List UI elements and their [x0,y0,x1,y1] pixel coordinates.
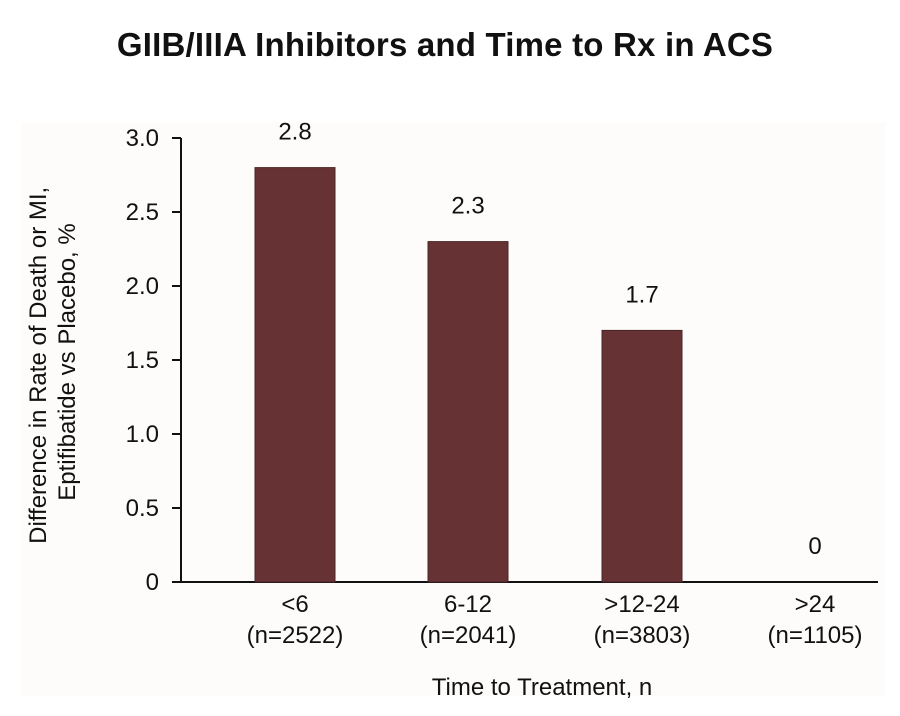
x-category-count-label: (n=1105) [768,622,863,649]
y-axis-title-line-2: Eptifibatide vs Placebo, % [54,223,81,501]
labels: 3.0 2.5 2.0 1.5 1.0 0.5 0 2.8 <6 (n=2522) 2.3 6-12 (… [126,119,863,649]
y-tick-label: 1.0 [126,421,159,448]
x-category-label: <6 [281,591,308,618]
y-tick-label: 0.5 [126,495,159,522]
y-tick-label: 2.5 [126,199,159,226]
y-tick-label: 3.0 [126,125,159,152]
bars [254,167,683,583]
y-axis-title-line-1: Difference in Rate of Death or MI, [25,187,52,544]
bar [601,329,683,583]
bar [254,167,336,583]
x-axis-title: Time to Treatment, n [432,674,653,701]
y-tick-label: 1.5 [126,347,159,374]
bar-value-label: 0 [808,533,821,560]
y-tick-label: 0 [146,569,159,596]
x-category-label: >12-24 [604,591,679,618]
bar-value-label: 2.8 [278,119,311,146]
x-category-label: >24 [795,591,836,618]
x-category-label: 6-12 [444,591,492,618]
bar [427,241,509,583]
y-tick-label: 2.0 [126,273,159,300]
bar-value-label: 1.7 [625,281,658,308]
x-category-count-label: (n=2041) [420,622,517,649]
x-category-count-label: (n=3803) [594,622,691,649]
chart-title: GIIB/IIIA Inhibitors and Time to Rx in A… [116,26,774,63]
x-category-count-label: (n=2522) [247,622,344,649]
bar-value-label: 2.3 [451,193,484,220]
y-axis-title: Difference in Rate of Death or MI, Eptif… [25,180,81,544]
